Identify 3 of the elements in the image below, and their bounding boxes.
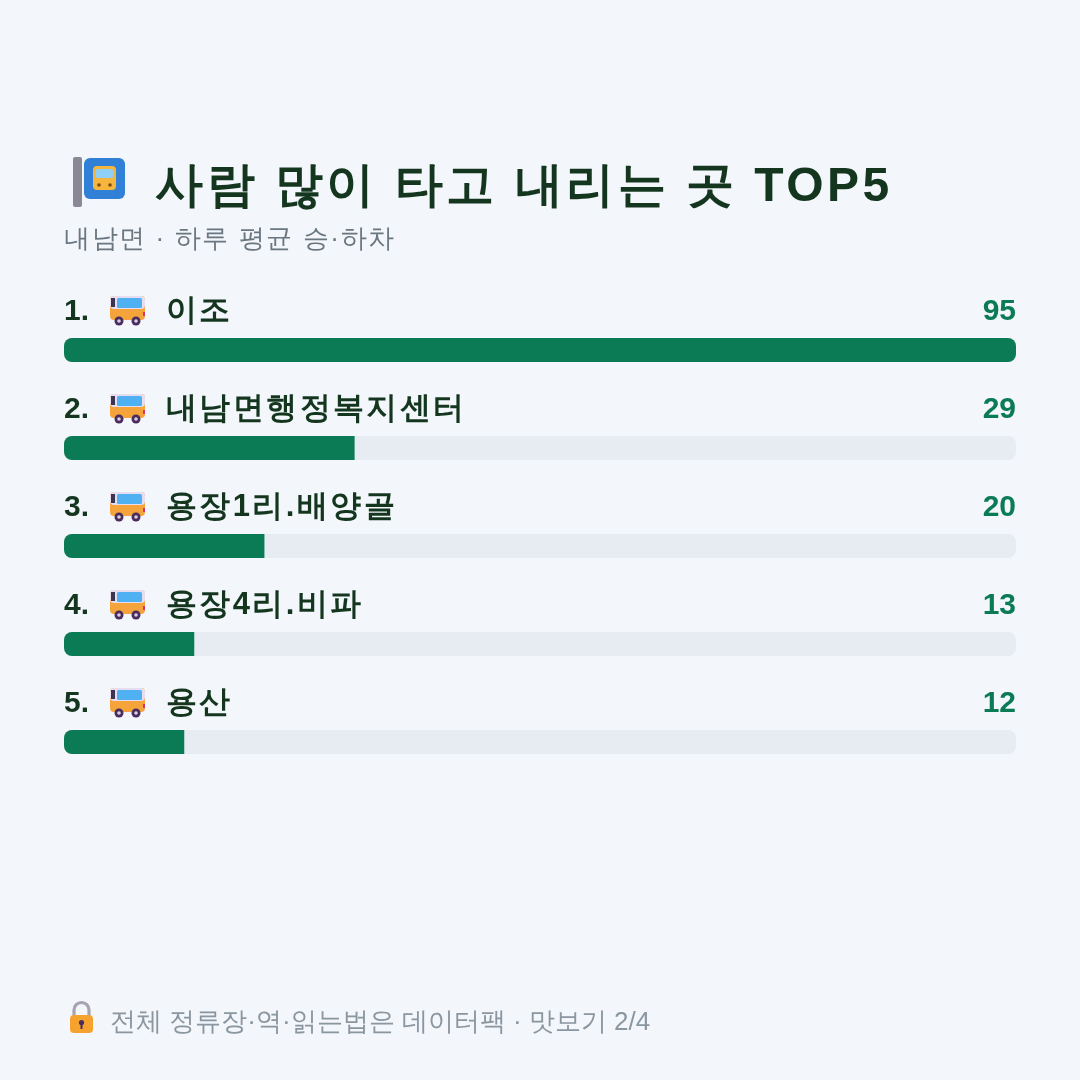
title: 사람 많이 타고 내리는 곳 TOP5 <box>155 158 893 211</box>
subtitle: 내남면 · 하루 평균 승·하차 <box>64 223 396 253</box>
annotation: 전체 정류장·역·읽는법은 데이터팩 · 맛보기 2/4 <box>110 1006 651 1036</box>
